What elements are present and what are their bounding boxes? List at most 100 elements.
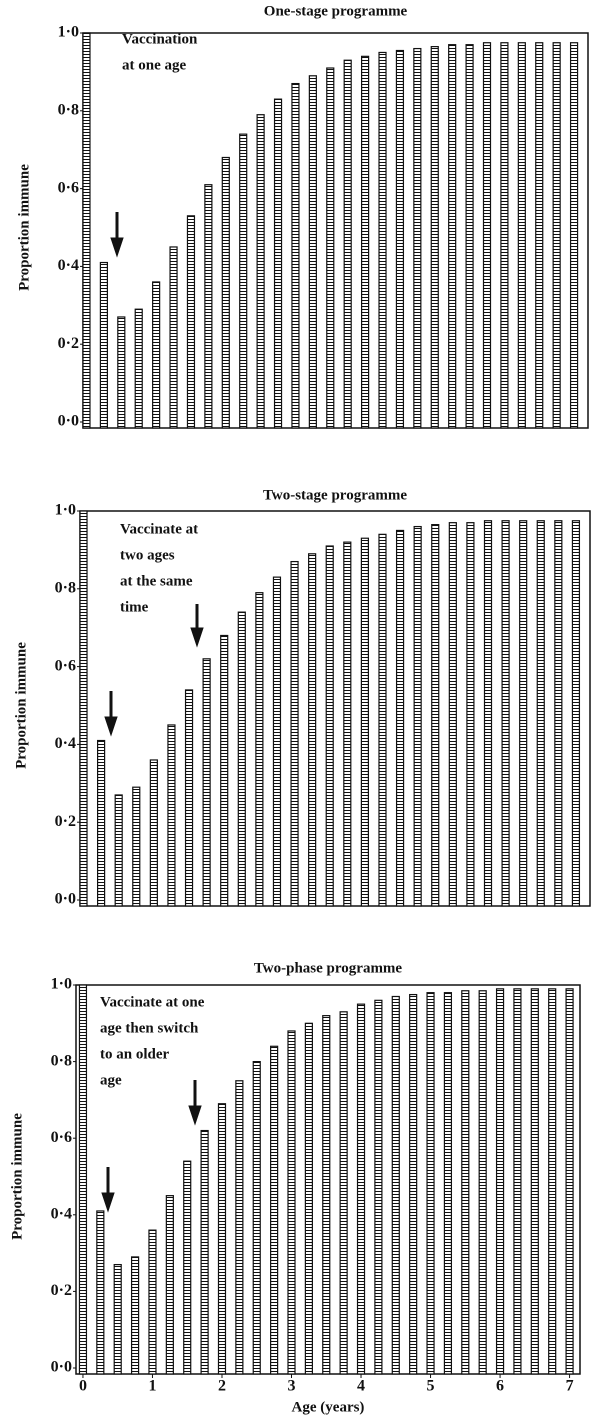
bar [443, 992, 453, 1375]
y-tick-label: 0·4 [55, 735, 76, 752]
bar [132, 786, 141, 907]
bar [339, 1011, 348, 1375]
bar [448, 44, 457, 429]
bar [237, 611, 246, 907]
bar [152, 281, 161, 429]
arrow-head [110, 237, 124, 258]
bar [186, 215, 196, 429]
bar [308, 75, 317, 429]
annotation: two ages [120, 547, 175, 563]
bar [148, 1229, 157, 1375]
bar [79, 510, 88, 907]
bar [204, 184, 213, 429]
bar [513, 988, 522, 1375]
y-tick-label: 0·4 [58, 257, 79, 274]
bar [273, 98, 283, 429]
bar [483, 520, 493, 907]
bar [322, 1015, 331, 1375]
annotation: to an older [100, 1046, 170, 1062]
panel-title: One-stage programme [264, 3, 408, 19]
bar [395, 529, 405, 907]
x-axis-label: Age (years) [292, 1399, 365, 1415]
bar [378, 51, 387, 429]
bar [430, 46, 439, 429]
bar [548, 988, 557, 1375]
bar [466, 522, 475, 907]
y-tick-label: 0·6 [58, 179, 79, 196]
y-tick-label: 0·2 [51, 1282, 72, 1299]
annotation: Vaccinate at one [100, 994, 205, 1010]
bar [395, 49, 405, 429]
bar [308, 553, 317, 907]
y-tick-label: 0·2 [55, 813, 76, 830]
y-tick-label: 1·0 [58, 24, 79, 41]
y-axis-label: Proportion immune [16, 164, 32, 291]
y-tick-label: 0·8 [51, 1052, 72, 1069]
bar [360, 537, 369, 907]
y-tick-label: 0·0 [55, 891, 76, 908]
bar [117, 316, 126, 429]
bar [326, 67, 335, 429]
bar [130, 1256, 140, 1375]
y-tick-label: 1·0 [51, 976, 72, 993]
bar [409, 993, 418, 1375]
panel-title: Two-phase programme [254, 960, 403, 976]
bar [552, 42, 561, 429]
bar [114, 794, 123, 907]
x-tick-label: 3 [288, 1378, 296, 1395]
bar [343, 59, 352, 429]
bar [374, 999, 383, 1375]
bar [378, 533, 387, 907]
annotation: Vaccinate at [120, 521, 198, 537]
y-tick-label: 0·6 [55, 657, 76, 674]
annotation: at one age [122, 57, 186, 73]
bar [256, 114, 265, 429]
bar [291, 82, 300, 429]
bar [167, 724, 176, 907]
bar [290, 560, 299, 907]
x-tick-label: 0 [79, 1378, 87, 1395]
bar [500, 42, 509, 429]
bar [183, 1160, 192, 1375]
y-tick-label: 0·8 [58, 101, 79, 118]
bar [413, 47, 422, 429]
bar [272, 576, 282, 907]
bar [448, 522, 457, 907]
bar [287, 1030, 296, 1375]
bar [571, 520, 581, 907]
arrow-head [190, 627, 204, 648]
bar [426, 992, 435, 1375]
bar [99, 261, 108, 429]
annotation: time [120, 599, 149, 615]
bar [517, 42, 526, 429]
bar [519, 520, 528, 907]
x-tick-label: 7 [566, 1378, 574, 1395]
bar [78, 984, 88, 1375]
bar [495, 988, 505, 1375]
bar [343, 541, 352, 907]
bar [202, 658, 211, 907]
bar [569, 42, 579, 429]
bar [413, 525, 422, 907]
annotation: age then switch [100, 1020, 199, 1036]
bar [149, 759, 158, 907]
arrow-head [188, 1105, 202, 1126]
bar [184, 689, 194, 907]
x-tick-label: 4 [357, 1378, 365, 1395]
bar [565, 988, 574, 1375]
bar [96, 1210, 105, 1375]
bar [255, 592, 264, 907]
bar [113, 1263, 122, 1375]
arrow-head [101, 1192, 115, 1213]
bar [235, 1080, 244, 1375]
x-tick-label: 5 [427, 1378, 435, 1395]
bar [536, 520, 545, 907]
bar [535, 42, 544, 429]
bar [304, 1022, 313, 1375]
bar [217, 1103, 227, 1375]
y-tick-label: 0·2 [58, 335, 79, 352]
bar [82, 32, 91, 429]
bar [501, 520, 510, 907]
bar [200, 1129, 209, 1375]
